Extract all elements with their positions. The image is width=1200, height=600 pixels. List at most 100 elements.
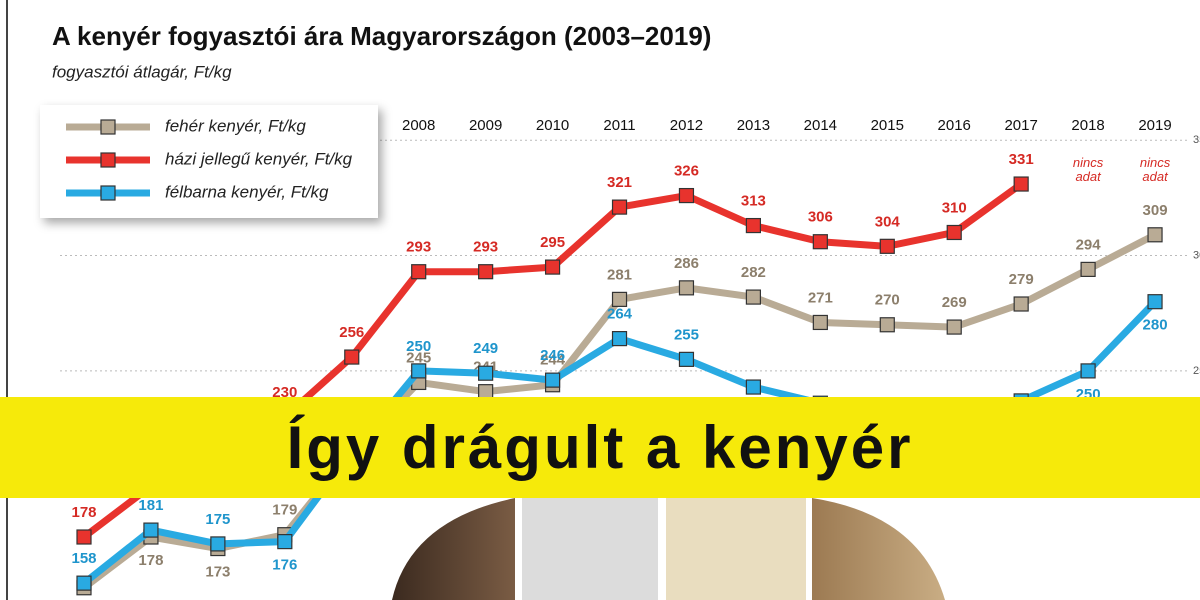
point-marker [1080, 363, 1096, 379]
data-label: 158 [71, 550, 96, 567]
data-label: 255 [674, 326, 699, 343]
data-label: 256 [339, 324, 364, 341]
point-marker [812, 234, 828, 250]
point-marker [946, 319, 962, 335]
data-label: 294 [1076, 236, 1102, 253]
data-label: 295 [540, 234, 565, 251]
data-label: 280 [1143, 317, 1168, 334]
point-marker [745, 217, 762, 234]
data-label: 176 [272, 557, 297, 574]
point-marker [879, 238, 895, 254]
point-marker [1147, 294, 1163, 310]
data-label: 326 [674, 163, 699, 180]
point-marker [1013, 296, 1029, 312]
x-tick-label: 2008 [402, 117, 435, 134]
data-label: 281 [607, 266, 632, 283]
data-label: 331 [1009, 151, 1034, 168]
point-marker [478, 264, 494, 280]
data-label: 286 [674, 255, 699, 272]
point-marker [611, 199, 628, 215]
data-label: 230 [272, 384, 297, 401]
chart-subtitle: fogyasztói átlagár, Ft/kg [52, 62, 232, 81]
point-marker [210, 536, 226, 552]
data-label: 313 [741, 193, 766, 210]
annotation: nincs adat [1139, 155, 1171, 184]
x-tick-label: 2016 [938, 117, 971, 134]
legend-label: házi jellegű kenyér, Ft/kg [165, 149, 353, 168]
data-label: 310 [942, 199, 967, 216]
chart-title: A kenyér fogyasztói ára Magyarországon (… [52, 21, 711, 51]
data-label: 249 [473, 340, 498, 357]
data-label: 306 [808, 209, 833, 226]
x-tick-label: 2012 [670, 117, 703, 134]
data-label: 271 [808, 289, 833, 306]
legend-marker [100, 185, 116, 201]
data-label: 181 [138, 497, 163, 514]
x-tick-label: 2018 [1071, 117, 1104, 134]
point-marker [277, 534, 293, 550]
legend-label: félbarna kenyér, Ft/kg [165, 182, 329, 201]
data-label: 264 [607, 306, 633, 323]
point-marker [879, 317, 895, 333]
legend-marker [100, 119, 116, 135]
y-tick-label: 250 [1193, 365, 1200, 377]
x-tick-label: 2011 [603, 117, 635, 134]
x-tick-label: 2017 [1004, 117, 1037, 134]
x-tick-label: 2013 [737, 117, 770, 134]
point-marker [745, 289, 762, 305]
point-marker [1080, 261, 1096, 277]
data-label: 269 [942, 294, 967, 311]
point-marker [678, 187, 695, 204]
point-marker [411, 363, 427, 379]
y-tick-label: 300 [1193, 249, 1200, 261]
x-tick-label: 2019 [1138, 117, 1171, 134]
x-tick-label: 2014 [804, 117, 837, 134]
data-label: 279 [1009, 271, 1034, 288]
point-marker [143, 522, 159, 538]
data-label: 179 [272, 502, 297, 519]
x-tick-label: 2015 [871, 117, 904, 134]
point-marker [678, 280, 695, 296]
point-marker [611, 291, 628, 307]
point-marker [1147, 227, 1163, 243]
data-label: 270 [875, 292, 900, 309]
data-label: 282 [741, 264, 766, 281]
point-marker [678, 351, 695, 367]
data-label: 321 [607, 174, 632, 191]
point-marker [611, 331, 628, 347]
x-tick-label: 2010 [536, 117, 569, 134]
data-label: 250 [406, 338, 431, 355]
point-marker [411, 264, 427, 280]
data-label: 175 [205, 511, 230, 528]
annotation: nincs adat [1072, 155, 1104, 184]
data-label: 244 [540, 352, 566, 369]
point-marker [544, 259, 561, 275]
legend-marker [100, 152, 116, 168]
x-tick-label: 2009 [469, 117, 502, 134]
data-label: 304 [875, 213, 901, 230]
point-marker [1013, 176, 1029, 192]
point-marker [478, 365, 494, 381]
point-marker [76, 575, 92, 591]
plot: 2002503003502003200420052006200720082009… [40, 105, 1200, 596]
point-marker [76, 529, 92, 545]
data-label: 173 [205, 564, 230, 581]
data-label: 309 [1143, 202, 1168, 219]
data-label: 246 [540, 347, 565, 364]
legend-label: fehér kenyér, Ft/kg [165, 116, 306, 135]
legend: fehér kenyér, Ft/kg házi jellegű kenyér, … [40, 105, 378, 218]
data-label: 178 [138, 552, 163, 569]
point-marker [544, 372, 561, 388]
point-marker [745, 379, 762, 395]
y-tick-label: 350 [1193, 134, 1200, 146]
data-label: 293 [406, 239, 431, 256]
point-marker [946, 224, 962, 241]
banner: Így drágult a kenyér [0, 397, 1200, 498]
data-label: 178 [71, 504, 96, 521]
data-label: 293 [473, 239, 498, 256]
data-label: 245 [406, 349, 431, 366]
point-marker [812, 314, 828, 331]
point-marker [344, 349, 360, 365]
